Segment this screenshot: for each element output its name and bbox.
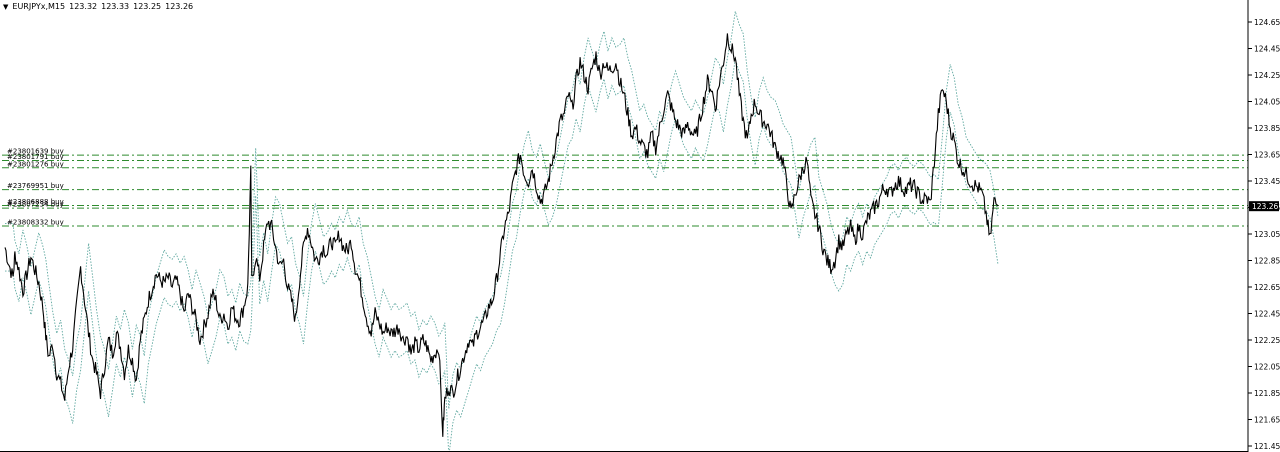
y-tick-label: 122.85 <box>1254 257 1280 266</box>
y-tick-label: 123.85 <box>1254 124 1280 133</box>
y-tick-label: 122.25 <box>1254 336 1280 345</box>
current-price-badge <box>1249 201 1279 212</box>
order-label: #23801639 buy <box>7 148 64 156</box>
ohlc-open: 123.32 <box>69 2 98 11</box>
price-series-layer <box>4 33 999 437</box>
y-tick-label: 123.65 <box>1254 151 1280 160</box>
ohlc-high: 123.33 <box>101 2 130 11</box>
ohlc-low: 123.25 <box>133 2 162 11</box>
order-label: #23801276 buy <box>7 160 64 168</box>
y-tick-label: 123.05 <box>1254 230 1280 239</box>
y-tick-label: 124.05 <box>1254 98 1280 107</box>
envelope-lower-line <box>5 58 999 452</box>
y-tick-label: 122.05 <box>1254 363 1280 372</box>
symbol-header: ▼ EURJPYx,M15 123.32 123.33 123.25 123.2… <box>3 2 193 11</box>
y-tick-label: 121.85 <box>1254 389 1280 398</box>
order-label: #23769951 buy <box>7 182 64 190</box>
price-series-line <box>4 33 999 437</box>
order-lines-layer: #23801639 buy#23801791 buy#23801276 buy #… <box>2 148 1248 227</box>
current-price-label: 123.26 <box>1252 202 1278 211</box>
y-tick-label: 121.65 <box>1254 416 1280 425</box>
y-tick-label: 122.65 <box>1254 283 1280 292</box>
order-label: #23806888 buy <box>7 198 64 206</box>
y-tick-label: 124.25 <box>1254 71 1280 80</box>
y-tick-label: 123.45 <box>1254 177 1280 186</box>
y-tick-label: 121.45 <box>1254 442 1280 451</box>
order-label: #23801791 buy <box>7 153 64 161</box>
order-label: #23807234 buy <box>7 201 64 209</box>
ohlc-close: 123.26 <box>165 2 194 11</box>
order-label: #23808332 buy <box>7 219 64 227</box>
y-tick-label: 124.45 <box>1254 45 1280 54</box>
y-tick-label: 124.65 <box>1254 18 1280 27</box>
symbol-label: EURJPYx,M15 <box>12 2 66 11</box>
y-tick-label: 122.45 <box>1254 310 1280 319</box>
envelope-upper-line <box>5 11 999 409</box>
triangle-down-icon[interactable]: ▼ <box>3 2 9 11</box>
